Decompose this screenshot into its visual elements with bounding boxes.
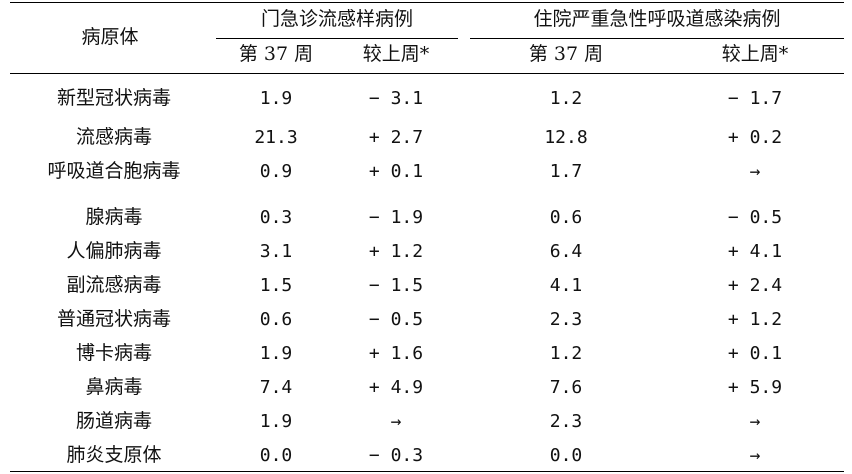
row-ip-change: + 1.2 [727,309,783,330]
row-ip-change: → [749,161,761,182]
row-pathogen: 流感病毒 [75,126,153,148]
row-op-change: − 3.1 [368,88,424,109]
row-op-week: 3.1 [259,241,293,262]
row-ip-week: 0.6 [549,207,583,228]
header-op-week: 第 37 周 [238,43,314,65]
row-ip-change: + 4.1 [727,241,783,262]
bottom-rule [10,471,844,472]
row-op-week: 7.4 [259,377,293,398]
row-ip-week: 2.3 [549,411,583,432]
row-op-week: 1.5 [259,275,293,296]
header-bottom-rule [10,73,844,74]
row-pathogen: 肠道病毒 [75,410,153,432]
row-ip-week: 6.4 [549,241,583,262]
row-ip-week: 4.1 [549,275,583,296]
row-ip-week: 1.2 [549,343,583,364]
row-op-week: 1.9 [259,88,293,109]
row-pathogen: 新型冠状病毒 [56,87,172,109]
row-ip-week: 12.8 [544,127,588,148]
row-pathogen: 副流感病毒 [66,274,162,296]
row-op-change: + 1.2 [368,241,424,262]
row-op-change: + 1.6 [368,343,424,364]
row-ip-change: + 0.1 [727,343,783,364]
row-op-week: 0.3 [259,207,293,228]
row-ip-change: − 0.5 [727,207,783,228]
row-op-week: 1.9 [259,411,293,432]
header-ip-week: 第 37 周 [528,43,604,65]
row-ip-week: 0.0 [549,445,583,466]
row-op-week: 0.0 [259,445,293,466]
row-ip-change: + 5.9 [727,377,783,398]
row-op-change: − 1.5 [368,275,424,296]
row-pathogen: 博卡病毒 [75,342,153,364]
row-ip-week: 1.2 [549,88,583,109]
header-ip-change: 较上周* [721,43,789,65]
row-ip-change: → [749,411,761,432]
row-ip-week: 1.7 [549,161,583,182]
outpatient-group-rule [216,38,458,39]
row-op-change: + 0.1 [368,161,424,182]
row-op-change: − 1.9 [368,207,424,228]
row-op-week: 21.3 [254,127,298,148]
row-pathogen: 人偏肺病毒 [66,240,162,262]
header-op-change: 较上周* [362,43,430,65]
row-ip-change: → [749,445,761,466]
header-pathogen: 病原体 [81,26,139,48]
row-pathogen: 腺病毒 [85,206,143,228]
row-op-week: 0.9 [259,161,293,182]
row-op-week: 0.6 [259,309,293,330]
row-op-change: + 2.7 [368,127,424,148]
top-rule [10,2,844,3]
row-op-change: − 0.3 [368,445,424,466]
row-op-week: 1.9 [259,343,293,364]
row-op-change: − 0.5 [368,309,424,330]
row-op-change: + 4.9 [368,377,424,398]
row-ip-change: + 2.4 [727,275,783,296]
row-pathogen: 普通冠状病毒 [56,308,172,330]
row-ip-change: − 1.7 [727,88,783,109]
row-ip-week: 2.3 [549,309,583,330]
row-ip-change: + 0.2 [727,127,783,148]
header-outpatient-group: 门急诊流感样病例 [260,8,414,30]
row-pathogen: 呼吸道合胞病毒 [47,160,181,182]
row-pathogen: 鼻病毒 [85,376,143,398]
row-ip-week: 7.6 [549,377,583,398]
header-inpatient-group: 住院严重急性呼吸道感染病例 [533,8,781,30]
row-op-change: → [390,411,402,432]
row-pathogen: 肺炎支原体 [66,444,162,466]
inpatient-group-rule [470,38,844,39]
